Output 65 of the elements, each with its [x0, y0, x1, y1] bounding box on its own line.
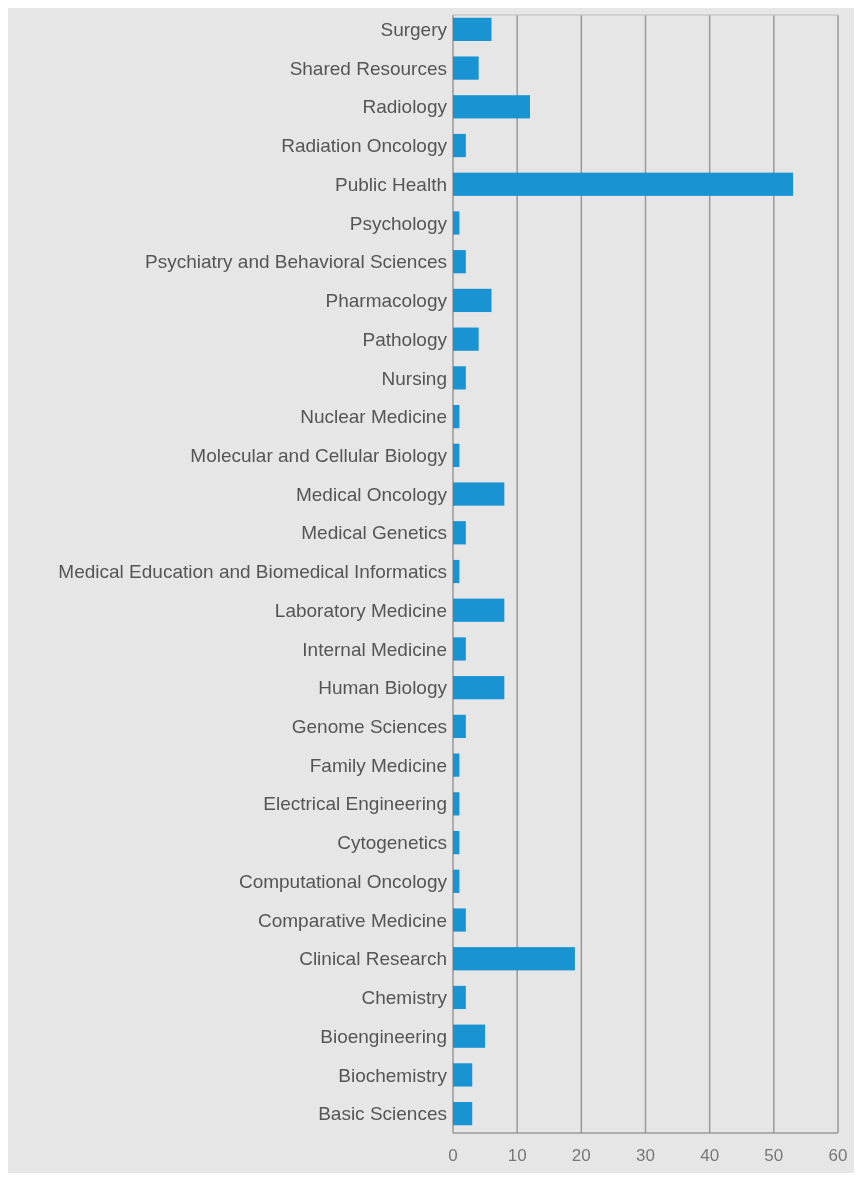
bar — [453, 95, 530, 119]
bar — [453, 327, 479, 351]
y-tick-label: Pathology — [362, 328, 448, 350]
bar — [453, 443, 460, 467]
bar — [453, 1063, 473, 1087]
y-tick-label: Public Health — [335, 173, 447, 195]
y-tick-label: Shared Resources — [289, 57, 447, 79]
bar — [453, 676, 505, 700]
bar — [453, 869, 460, 893]
y-tick-label: Molecular and Cellular Biology — [190, 444, 448, 466]
bar — [453, 366, 466, 390]
bar — [453, 753, 460, 777]
bar — [453, 211, 460, 235]
y-tick-label: Internal Medicine — [302, 638, 447, 660]
bar — [453, 521, 466, 545]
y-tick-label: Human Biology — [318, 677, 448, 699]
y-tick-label: Radiation Oncology — [281, 135, 448, 157]
y-tick-label: Biochemistry — [338, 1064, 448, 1086]
y-tick-label: Bioengineering — [320, 1025, 447, 1047]
x-tick-label: 50 — [764, 1146, 784, 1165]
y-tick-label: Medical Genetics — [301, 522, 447, 544]
bar — [453, 404, 460, 429]
bar — [453, 559, 460, 584]
y-tick-label: Electrical Engineering — [263, 793, 447, 815]
x-tick-label: 40 — [700, 1146, 720, 1165]
y-tick-label: Clinical Research — [299, 948, 447, 970]
bar — [453, 947, 575, 971]
y-tick-label: Chemistry — [361, 987, 448, 1009]
y-tick-label: Laboratory Medicine — [274, 599, 447, 621]
y-tick-label: Nuclear Medicine — [300, 406, 447, 428]
x-tick-label: 20 — [571, 1146, 591, 1165]
y-tick-label: Surgery — [380, 19, 448, 41]
y-tick-label: Computational Oncology — [238, 870, 448, 892]
bar — [453, 598, 505, 622]
y-tick-label: Genome Sciences — [291, 716, 447, 738]
y-tick-label: Family Medicine — [309, 754, 447, 776]
bar — [453, 56, 479, 80]
y-tick-label: Cytogenetics — [337, 832, 447, 854]
y-tick-label: Psychology — [349, 212, 448, 234]
bar — [453, 172, 794, 196]
bar — [453, 288, 492, 313]
bar — [453, 1102, 473, 1126]
bar — [453, 792, 460, 816]
x-tick-label: 0 — [448, 1146, 458, 1165]
y-tick-label: Basic Sciences — [318, 1103, 447, 1125]
y-tick-label: Comparative Medicine — [257, 909, 447, 931]
bar — [453, 830, 460, 855]
x-tick-label: 30 — [636, 1146, 655, 1165]
y-tick-label: Nursing — [381, 367, 447, 389]
y-tick-label: Radiology — [362, 96, 448, 118]
x-tick-label: 10 — [507, 1146, 527, 1165]
bar — [453, 133, 466, 158]
y-tick-label: Pharmacology — [325, 290, 448, 312]
x-tick-label: 60 — [828, 1146, 848, 1165]
y-tick-label: Medical Education and Biomedical Informatics — [58, 561, 447, 583]
bar — [453, 482, 505, 506]
bar — [453, 985, 466, 1010]
y-tick-label: Psychiatry and Behavioral Sciences — [144, 251, 447, 273]
bar — [453, 908, 466, 932]
bar — [453, 17, 492, 41]
y-tick-label: Medical Oncology — [295, 483, 448, 505]
bar — [453, 1024, 486, 1048]
bar — [453, 637, 466, 661]
bar — [453, 250, 466, 274]
bar — [453, 714, 466, 739]
